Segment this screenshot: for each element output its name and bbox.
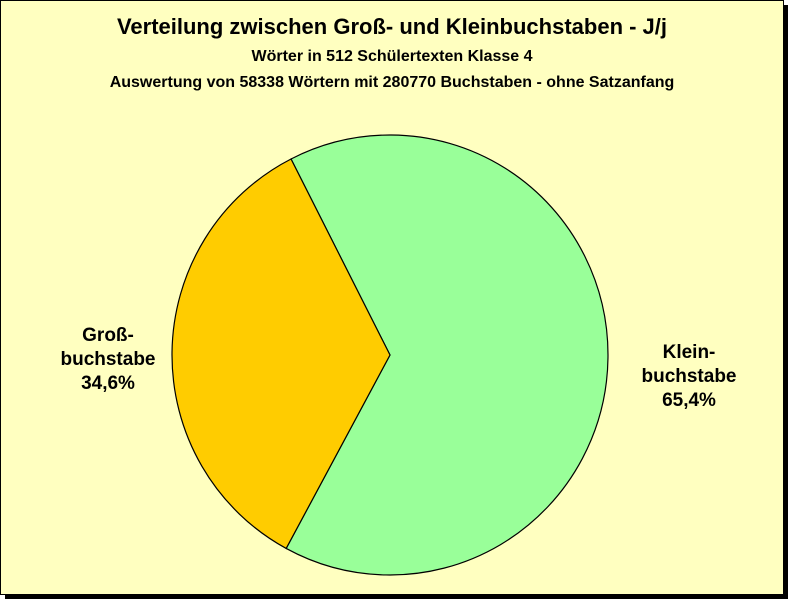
chart-subtitle-1: Wörter in 512 Schülertexten Klasse 4 — [251, 48, 533, 65]
pie-slice-1 — [171, 158, 391, 550]
slice-name-label: buchstabe — [60, 349, 155, 370]
slice-label-1: Groß-buchstabe 34,6% — [60, 325, 155, 394]
slice-name-label: buchstabe — [641, 366, 736, 387]
slice-name-label: Groß- — [82, 325, 134, 346]
slice-value-label: 65,4% — [662, 390, 716, 411]
pie-slice-0 — [285, 134, 609, 576]
slice-label-0: Klein-buchstabe 65,4% — [641, 342, 736, 411]
chart-subtitle-2: Auswertung von 58338 Wörtern mit 280770 … — [109, 74, 675, 91]
slice-value-label: 34,6% — [81, 373, 135, 394]
chart-title: Verteilung zwischen Groß- und Kleinbuchs… — [116, 14, 668, 39]
slice-name-label: Klein- — [663, 342, 716, 363]
